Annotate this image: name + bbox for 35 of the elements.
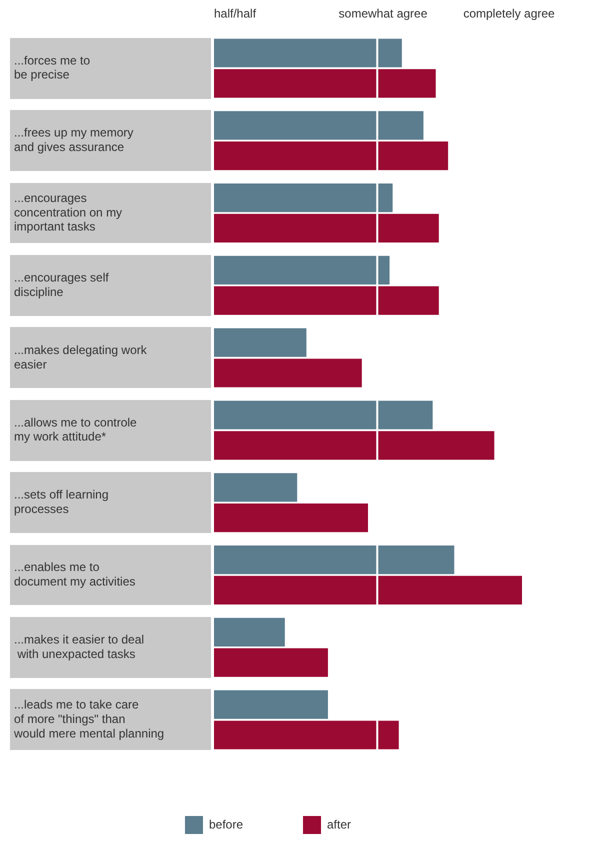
legend-label: before	[208, 817, 244, 832]
y-tick-label: ...makes delegating work easier	[14, 342, 148, 372]
text: somewhat agree	[338, 6, 428, 20]
bar	[214, 286, 439, 315]
bar	[214, 256, 390, 284]
legend-label: after	[327, 817, 352, 832]
bar	[214, 38, 402, 68]
y-tick-label: ...enables me to document my activities	[14, 560, 136, 589]
bar	[214, 648, 328, 677]
bar	[214, 576, 522, 604]
bar	[214, 214, 439, 242]
y-tick-label: ...frees up my memory and gives assurance	[14, 126, 134, 154]
bar	[214, 473, 298, 502]
y-tick-label: ...allows me to controle my work attitude*	[14, 415, 138, 444]
bar	[214, 431, 494, 460]
y-tick-label: ...makes it easier to deal with unexpacted tasks	[14, 632, 144, 661]
bar	[214, 504, 368, 532]
text: completely agree	[463, 6, 556, 20]
bar	[214, 142, 448, 170]
bar	[214, 546, 454, 574]
y-tick-label: ...sets off learning processes	[14, 488, 108, 516]
text: half/half	[214, 6, 257, 20]
y-tick-label: ...forces me to be precise	[14, 53, 90, 82]
bar	[214, 69, 436, 98]
y-tick-label: ...leads me to take care of more "things" than would mere mental planning	[13, 698, 164, 741]
bar	[214, 618, 285, 646]
y-tick-label: ...encourages self discipline	[14, 270, 110, 299]
bar	[214, 328, 306, 357]
bar	[214, 400, 433, 430]
y-tick-label: ...encourages concentration on my important tasks	[14, 190, 122, 234]
bar	[214, 720, 399, 750]
bar	[214, 111, 424, 140]
bar	[214, 690, 328, 719]
bar	[214, 358, 362, 388]
bar	[214, 184, 393, 212]
